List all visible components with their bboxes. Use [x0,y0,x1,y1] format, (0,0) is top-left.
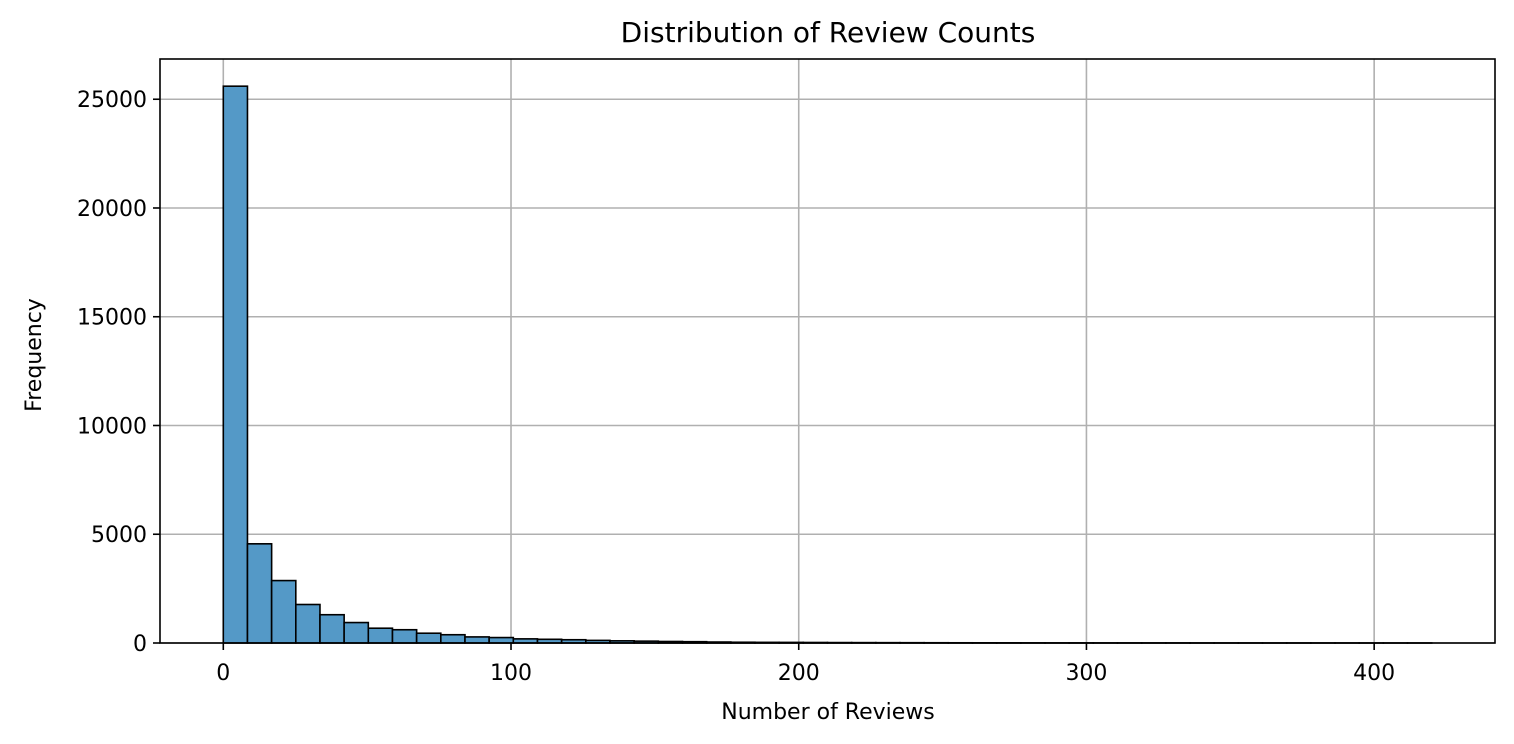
y-axis-ticks: 0 5000 10000 15000 20000 25000 [77,88,160,657]
histogram-bar [488,636,515,644]
histogram-bar [319,613,345,644]
y-tick-label: 25000 [77,88,147,113]
chart-title: Distribution of Review Counts [621,16,1036,49]
x-tick-label: 200 [778,661,820,686]
y-tick-label: 20000 [77,197,147,222]
histogram-bar [391,628,418,644]
histogram-bar [222,85,249,644]
plot-frame [159,58,1496,644]
x-tick-label: 100 [490,661,532,686]
histogram-bar [270,579,297,644]
histogram-bar [343,621,370,644]
x-tick-label: 0 [216,661,230,686]
x-axis-ticks: 0 100 200 300 400 [216,643,1395,686]
histogram-bar [464,636,490,644]
y-tick-label: 0 [133,632,147,657]
grid-lines [160,59,1495,644]
histogram-bar [246,543,273,644]
histogram-bar [415,632,442,644]
histogram-bar [295,603,321,644]
histogram-bar [440,633,466,644]
histogram-bars [222,85,1433,644]
y-tick-label: 15000 [77,306,147,331]
histogram-bar [367,627,394,644]
x-axis-label: Number of Reviews [721,700,935,725]
x-tick-label: 300 [1065,661,1107,686]
y-axis-label: Frequency [22,298,47,412]
x-tick-label: 400 [1353,661,1395,686]
y-tick-label: 5000 [91,523,147,548]
y-tick-label: 10000 [77,414,147,439]
